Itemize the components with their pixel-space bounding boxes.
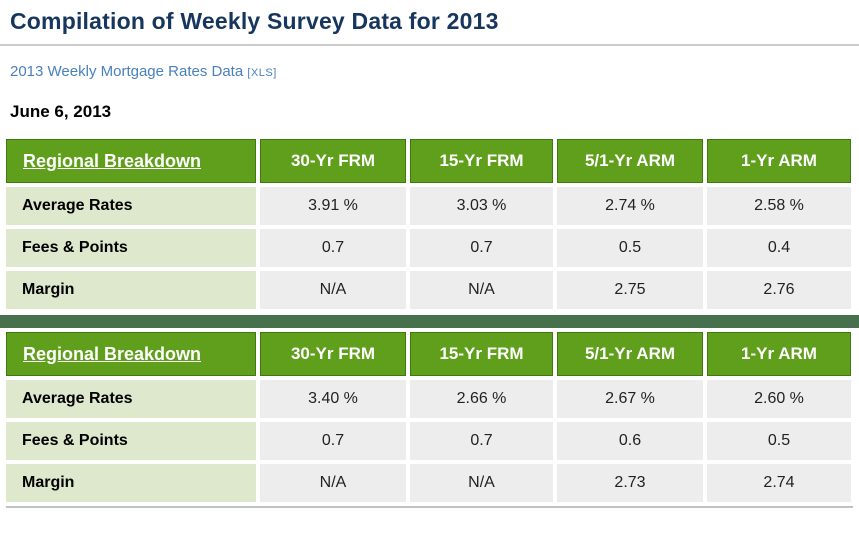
rates-table-2: Regional Breakdown 30-Yr FRM 15-Yr FRM 5… [2, 328, 855, 506]
xls-file-type-tag: [XLS] [247, 67, 277, 79]
data-cell: 0.7 [260, 422, 406, 460]
rates-table-1: Regional Breakdown 30-Yr FRM 15-Yr FRM 5… [2, 135, 855, 313]
regional-breakdown-link[interactable]: Regional Breakdown [23, 150, 202, 171]
row-label: Fees & Points [6, 422, 256, 460]
data-cell: 0.7 [410, 229, 553, 267]
data-cell: 0.7 [260, 229, 406, 267]
data-cell: 2.74 [707, 464, 851, 502]
data-cell: N/A [410, 271, 553, 309]
data-cell: 2.76 [707, 271, 851, 309]
data-cell: 2.73 [557, 464, 703, 502]
table-1-header-regional-breakdown: Regional Breakdown [6, 139, 256, 183]
table-2-header-row: Regional Breakdown 30-Yr FRM 15-Yr FRM 5… [6, 332, 851, 376]
table-row: Fees & Points 0.7 0.7 0.6 0.5 [6, 422, 851, 460]
row-label: Average Rates [6, 380, 256, 418]
row-label: Margin [6, 464, 256, 502]
data-cell: 0.6 [557, 422, 703, 460]
data-cell: N/A [410, 464, 553, 502]
data-cell: 2.75 [557, 271, 703, 309]
data-cell: 3.91 % [260, 187, 406, 225]
data-cell: 0.5 [557, 229, 703, 267]
table-row: Average Rates 3.40 % 2.66 % 2.67 % 2.60 … [6, 380, 851, 418]
data-cell: 2.60 % [707, 380, 851, 418]
data-cell: 3.40 % [260, 380, 406, 418]
data-cell: 0.4 [707, 229, 851, 267]
xls-download-link[interactable]: 2013 Weekly Mortgage Rates Data [XLS] [10, 63, 277, 80]
table-2-header-51yr-arm: 5/1-Yr ARM [557, 332, 703, 376]
regional-breakdown-link[interactable]: Regional Breakdown [23, 343, 202, 364]
data-cell: 2.66 % [410, 380, 553, 418]
section-divider-bar [0, 315, 859, 328]
row-label: Average Rates [6, 187, 256, 225]
data-cell: N/A [260, 271, 406, 309]
table-1-header-51yr-arm: 5/1-Yr ARM [557, 139, 703, 183]
table-2-header-30yr-frm: 30-Yr FRM [260, 332, 406, 376]
data-cell: 2.74 % [557, 187, 703, 225]
table-row: Average Rates 3.91 % 3.03 % 2.74 % 2.58 … [6, 187, 851, 225]
table-1-header-30yr-frm: 30-Yr FRM [260, 139, 406, 183]
table-row: Fees & Points 0.7 0.7 0.5 0.4 [6, 229, 851, 267]
table-1-header-row: Regional Breakdown 30-Yr FRM 15-Yr FRM 5… [6, 139, 851, 183]
title-divider [0, 44, 859, 46]
xls-link-text: 2013 Weekly Mortgage Rates Data [10, 63, 244, 80]
date-heading: June 6, 2013 [10, 102, 112, 121]
page-title: Compilation of Weekly Survey Data for 20… [10, 8, 499, 34]
table-1-header-15yr-frm: 15-Yr FRM [410, 139, 553, 183]
data-cell: 2.67 % [557, 380, 703, 418]
row-label: Fees & Points [6, 229, 256, 267]
data-cell: 0.5 [707, 422, 851, 460]
table-row: Margin N/A N/A 2.73 2.74 [6, 464, 851, 502]
row-label: Margin [6, 271, 256, 309]
table-2-header-1yr-arm: 1-Yr ARM [707, 332, 851, 376]
table-2-header-regional-breakdown: Regional Breakdown [6, 332, 256, 376]
xls-link-row: 2013 Weekly Mortgage Rates Data [XLS] [10, 63, 859, 81]
table-2-header-15yr-frm: 15-Yr FRM [410, 332, 553, 376]
data-cell: 0.7 [410, 422, 553, 460]
data-cell: 3.03 % [410, 187, 553, 225]
data-cell: N/A [260, 464, 406, 502]
table-row: Margin N/A N/A 2.75 2.76 [6, 271, 851, 309]
table-bottom-rule [6, 506, 853, 508]
data-cell: 2.58 % [707, 187, 851, 225]
table-1-header-1yr-arm: 1-Yr ARM [707, 139, 851, 183]
